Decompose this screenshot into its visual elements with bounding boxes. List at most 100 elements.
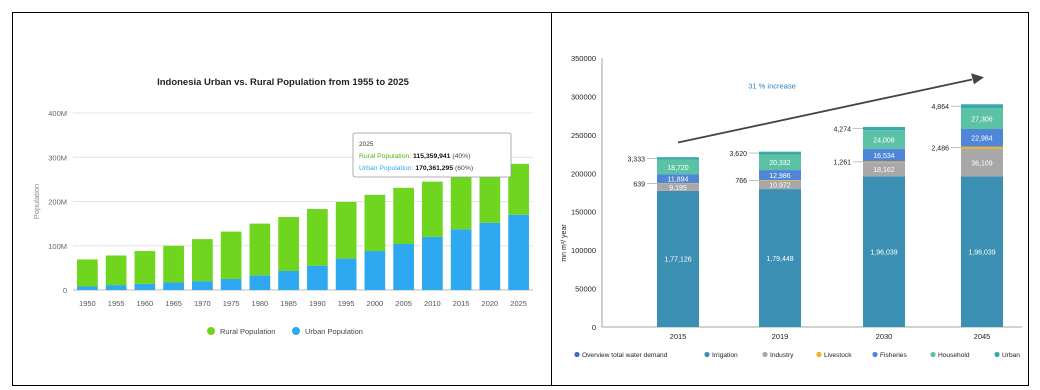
segment-livestock bbox=[863, 161, 905, 163]
data-label: 4,274 bbox=[833, 126, 851, 133]
legend-urban-label: Urban Population bbox=[305, 327, 363, 336]
tooltip-rural: Rural Population: 115,359,941 (40%) bbox=[359, 153, 471, 160]
tooltip-box bbox=[352, 132, 512, 178]
legend-label: Fisheries bbox=[880, 352, 907, 359]
data-label: 2,486 bbox=[931, 145, 949, 152]
rural-bar bbox=[422, 181, 443, 237]
data-label: 1,96,039 bbox=[968, 249, 995, 256]
water-demand-chart-panel: 0 50000 100000 150000 200000 250000 300000 3500… bbox=[551, 12, 1029, 386]
population-chart: Indonesia Urban vs. Rural Population fro… bbox=[32, 77, 533, 336]
x-tick-label: 1965 bbox=[165, 299, 182, 308]
rural-bar bbox=[307, 209, 328, 266]
tooltip-rural-value: 115,359,941 bbox=[413, 153, 451, 160]
rural-bar bbox=[192, 239, 213, 282]
segment-fisheries bbox=[759, 170, 801, 181]
urban-bar bbox=[508, 214, 529, 290]
y-tick-label: 350000 bbox=[571, 54, 596, 63]
data-label: 24,006 bbox=[873, 137, 895, 144]
y-tick-label: 100000 bbox=[571, 246, 596, 255]
legend-marker bbox=[994, 351, 1000, 358]
data-label: 16,534 bbox=[873, 153, 895, 160]
data-label: 1,261 bbox=[833, 160, 851, 167]
tooltip-urban-pct: (60%) bbox=[453, 165, 473, 172]
x-tick-label: 2015 bbox=[453, 299, 470, 308]
segment-urban bbox=[863, 126, 905, 131]
segment-fisheries bbox=[863, 148, 905, 162]
x-tick-label: 1975 bbox=[223, 299, 240, 308]
y-axis-title: Population bbox=[32, 184, 41, 219]
legend-marker bbox=[816, 351, 822, 358]
segment-household bbox=[759, 154, 801, 171]
data-label: 11,894 bbox=[668, 177, 689, 184]
legend-marker bbox=[574, 351, 580, 358]
urban-bar bbox=[192, 281, 213, 290]
legend-marker bbox=[762, 351, 768, 358]
y-tick-label: 300000 bbox=[571, 92, 596, 101]
y-tick-label: 150000 bbox=[571, 208, 596, 217]
rural-bar bbox=[220, 231, 242, 279]
data-label: 766 bbox=[735, 178, 747, 185]
x-tick-label: 1990 bbox=[309, 299, 326, 308]
tooltip-rural-pct: (40%) bbox=[450, 153, 470, 160]
urban-bar bbox=[163, 282, 184, 290]
rural-bar bbox=[364, 194, 386, 252]
data-label: 1,77,126 bbox=[664, 257, 691, 264]
legend-rural-marker bbox=[207, 327, 215, 335]
urban-bar bbox=[220, 278, 242, 290]
trend-arrow-head bbox=[971, 73, 984, 85]
rural-bar bbox=[508, 163, 529, 215]
segment-irrigation bbox=[657, 190, 699, 327]
segment-urban bbox=[961, 104, 1003, 109]
rural-bar bbox=[450, 175, 472, 230]
increase-annotation: 31 % increase bbox=[748, 82, 796, 91]
urban-bar bbox=[364, 251, 386, 290]
data-label: 3,620 bbox=[729, 151, 747, 158]
y-tick-label: 300M bbox=[48, 153, 67, 162]
x-tick-label: 1950 bbox=[79, 299, 96, 308]
urban-bar bbox=[278, 270, 299, 290]
rural-bar bbox=[163, 245, 184, 283]
x-tick-label: 2019 bbox=[772, 332, 789, 341]
segment-irrigation bbox=[759, 189, 801, 327]
rural-bar bbox=[479, 170, 501, 223]
segment-industry bbox=[657, 183, 699, 191]
x-tick-label: 2000 bbox=[367, 299, 384, 308]
x-tick-label: 2005 bbox=[395, 299, 412, 308]
tooltip-urban-label: Urban Population: bbox=[359, 165, 415, 172]
data-label: 18,162 bbox=[873, 167, 895, 174]
rural-bar bbox=[278, 216, 299, 271]
segment-urban bbox=[759, 151, 801, 155]
segment-industry bbox=[961, 148, 1003, 177]
urban-bar bbox=[422, 236, 443, 290]
rural-bar bbox=[335, 201, 357, 259]
population-chart-panel: Indonesia Urban vs. Rural Population fro… bbox=[12, 12, 552, 386]
x-tick-label: 2030 bbox=[876, 332, 893, 341]
urban-bar bbox=[77, 286, 98, 290]
segment-household bbox=[657, 159, 699, 175]
urban-bar bbox=[249, 275, 271, 290]
legend-rural-label: Rural Population bbox=[220, 327, 275, 336]
x-tick-label: 1985 bbox=[280, 299, 297, 308]
chart-title: Indonesia Urban vs. Rural Population fro… bbox=[157, 77, 410, 88]
legend-label: Industry bbox=[770, 352, 794, 359]
segment-irrigation bbox=[863, 176, 905, 327]
y-tick-label: 0 bbox=[63, 286, 67, 295]
rural-bar bbox=[77, 259, 98, 287]
x-tick-label: 1960 bbox=[137, 299, 154, 308]
y-tick-label: 250000 bbox=[571, 131, 596, 140]
segment-urban bbox=[657, 157, 699, 160]
segment-household bbox=[863, 130, 905, 149]
urban-bar bbox=[134, 283, 156, 290]
segment-irrigation bbox=[961, 176, 1003, 327]
legend-urban-marker bbox=[292, 327, 300, 335]
data-label: 1,96,039 bbox=[870, 249, 897, 256]
segment-industry bbox=[759, 180, 801, 190]
segment-industry bbox=[863, 162, 905, 177]
urban-bar bbox=[393, 243, 414, 290]
legend-marker bbox=[872, 351, 878, 358]
data-label: 639 bbox=[633, 181, 645, 188]
data-label: 18,720 bbox=[667, 165, 689, 172]
y-tick-label: 50000 bbox=[575, 285, 596, 294]
segment-fisheries bbox=[961, 129, 1003, 147]
